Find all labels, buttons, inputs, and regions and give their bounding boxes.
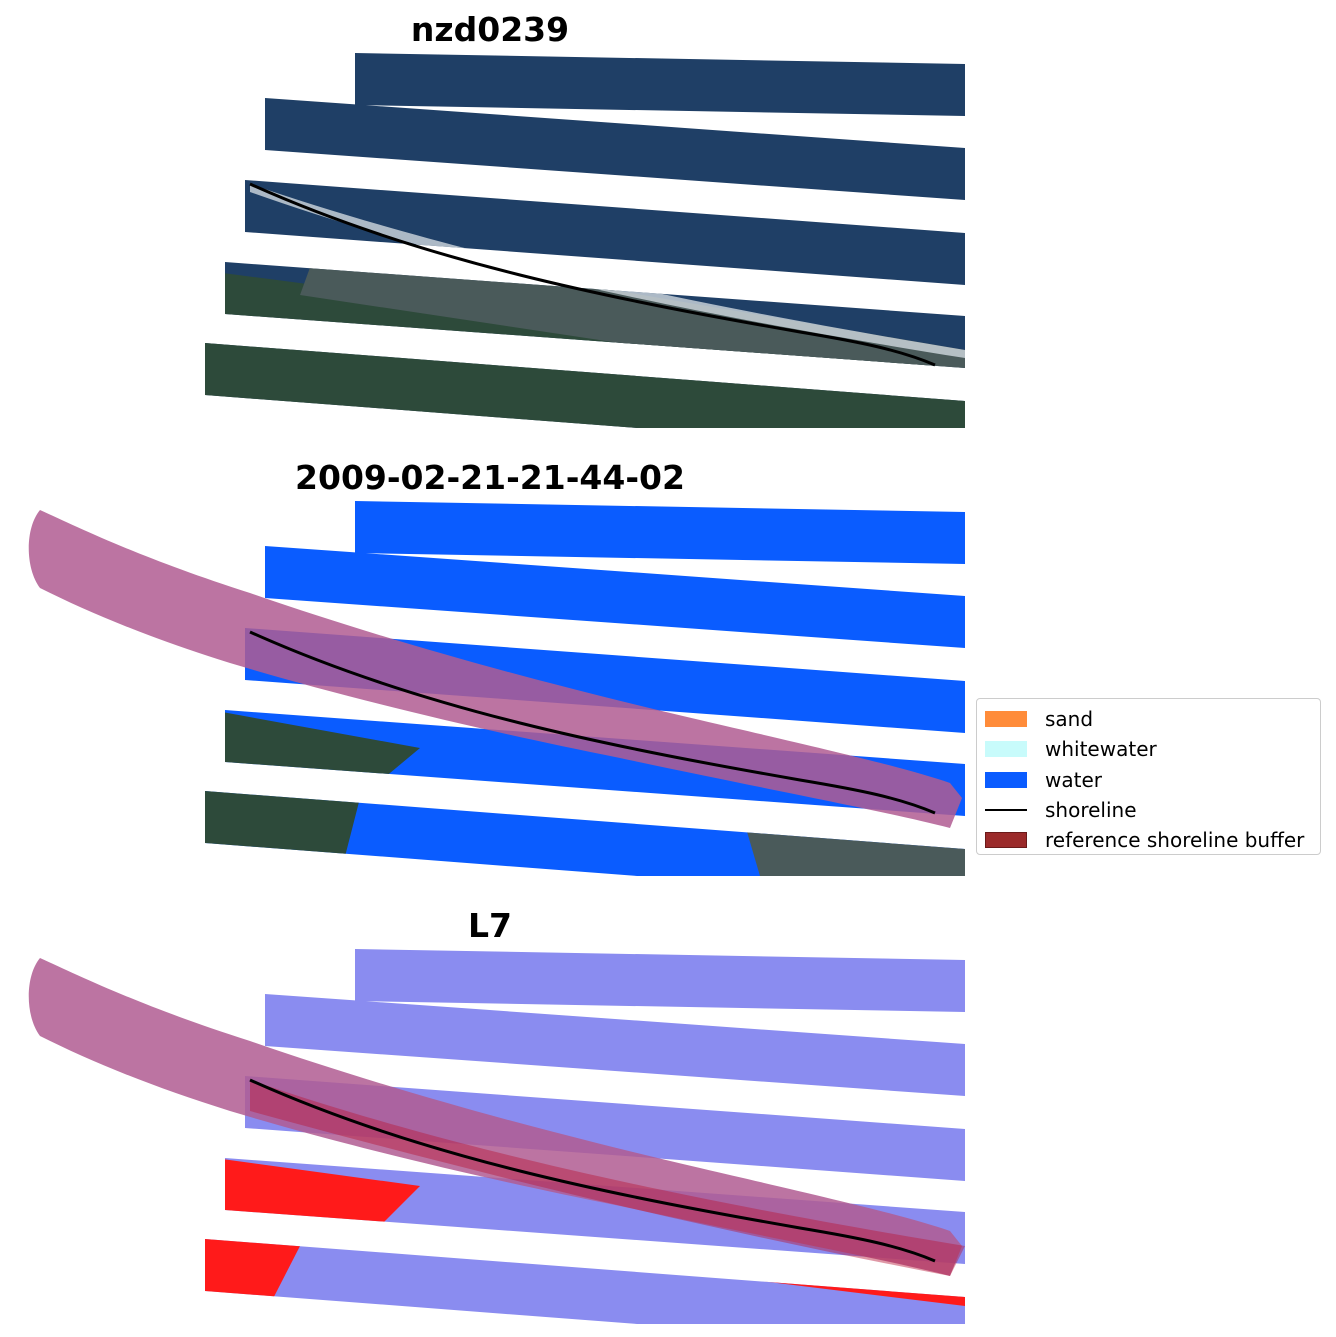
legend-item-buffer: reference shoreline buffer	[985, 825, 1312, 855]
legend: sand whitewater water shoreline referenc…	[976, 698, 1321, 855]
shoreline-line-swatch	[985, 809, 1027, 812]
legend-item-shoreline: shoreline	[985, 795, 1312, 825]
legend-label-shoreline: shoreline	[1045, 798, 1137, 823]
panel-title-satellite: L7	[468, 906, 512, 945]
sand-swatch	[985, 711, 1027, 728]
legend-label-water: water	[1045, 767, 1102, 792]
buffer-swatch	[985, 832, 1027, 849]
shoreline-line	[249, 630, 936, 815]
classification-image	[28, 501, 965, 876]
legend-label-whitewater: whitewater	[1045, 737, 1157, 762]
panel-title-image: nzd0239	[410, 10, 570, 49]
legend-item-water: water	[985, 765, 1312, 795]
shoreline-line	[249, 1078, 936, 1263]
reference-buffer	[28, 510, 962, 828]
reference-buffer	[28, 958, 962, 1276]
legend-item-sand: sand	[985, 704, 1312, 734]
whitewater-swatch	[985, 741, 1027, 758]
panel-title-date: 2009-02-21-21-44-02	[295, 458, 685, 497]
legend-item-whitewater: whitewater	[985, 734, 1312, 764]
water-swatch	[985, 771, 1027, 788]
shoreline-line	[249, 182, 936, 367]
legend-label-buffer: reference shoreline buffer	[1045, 828, 1305, 853]
legend-label-sand: sand	[1045, 707, 1094, 732]
index-image	[28, 949, 965, 1324]
true-color-image	[205, 53, 965, 428]
